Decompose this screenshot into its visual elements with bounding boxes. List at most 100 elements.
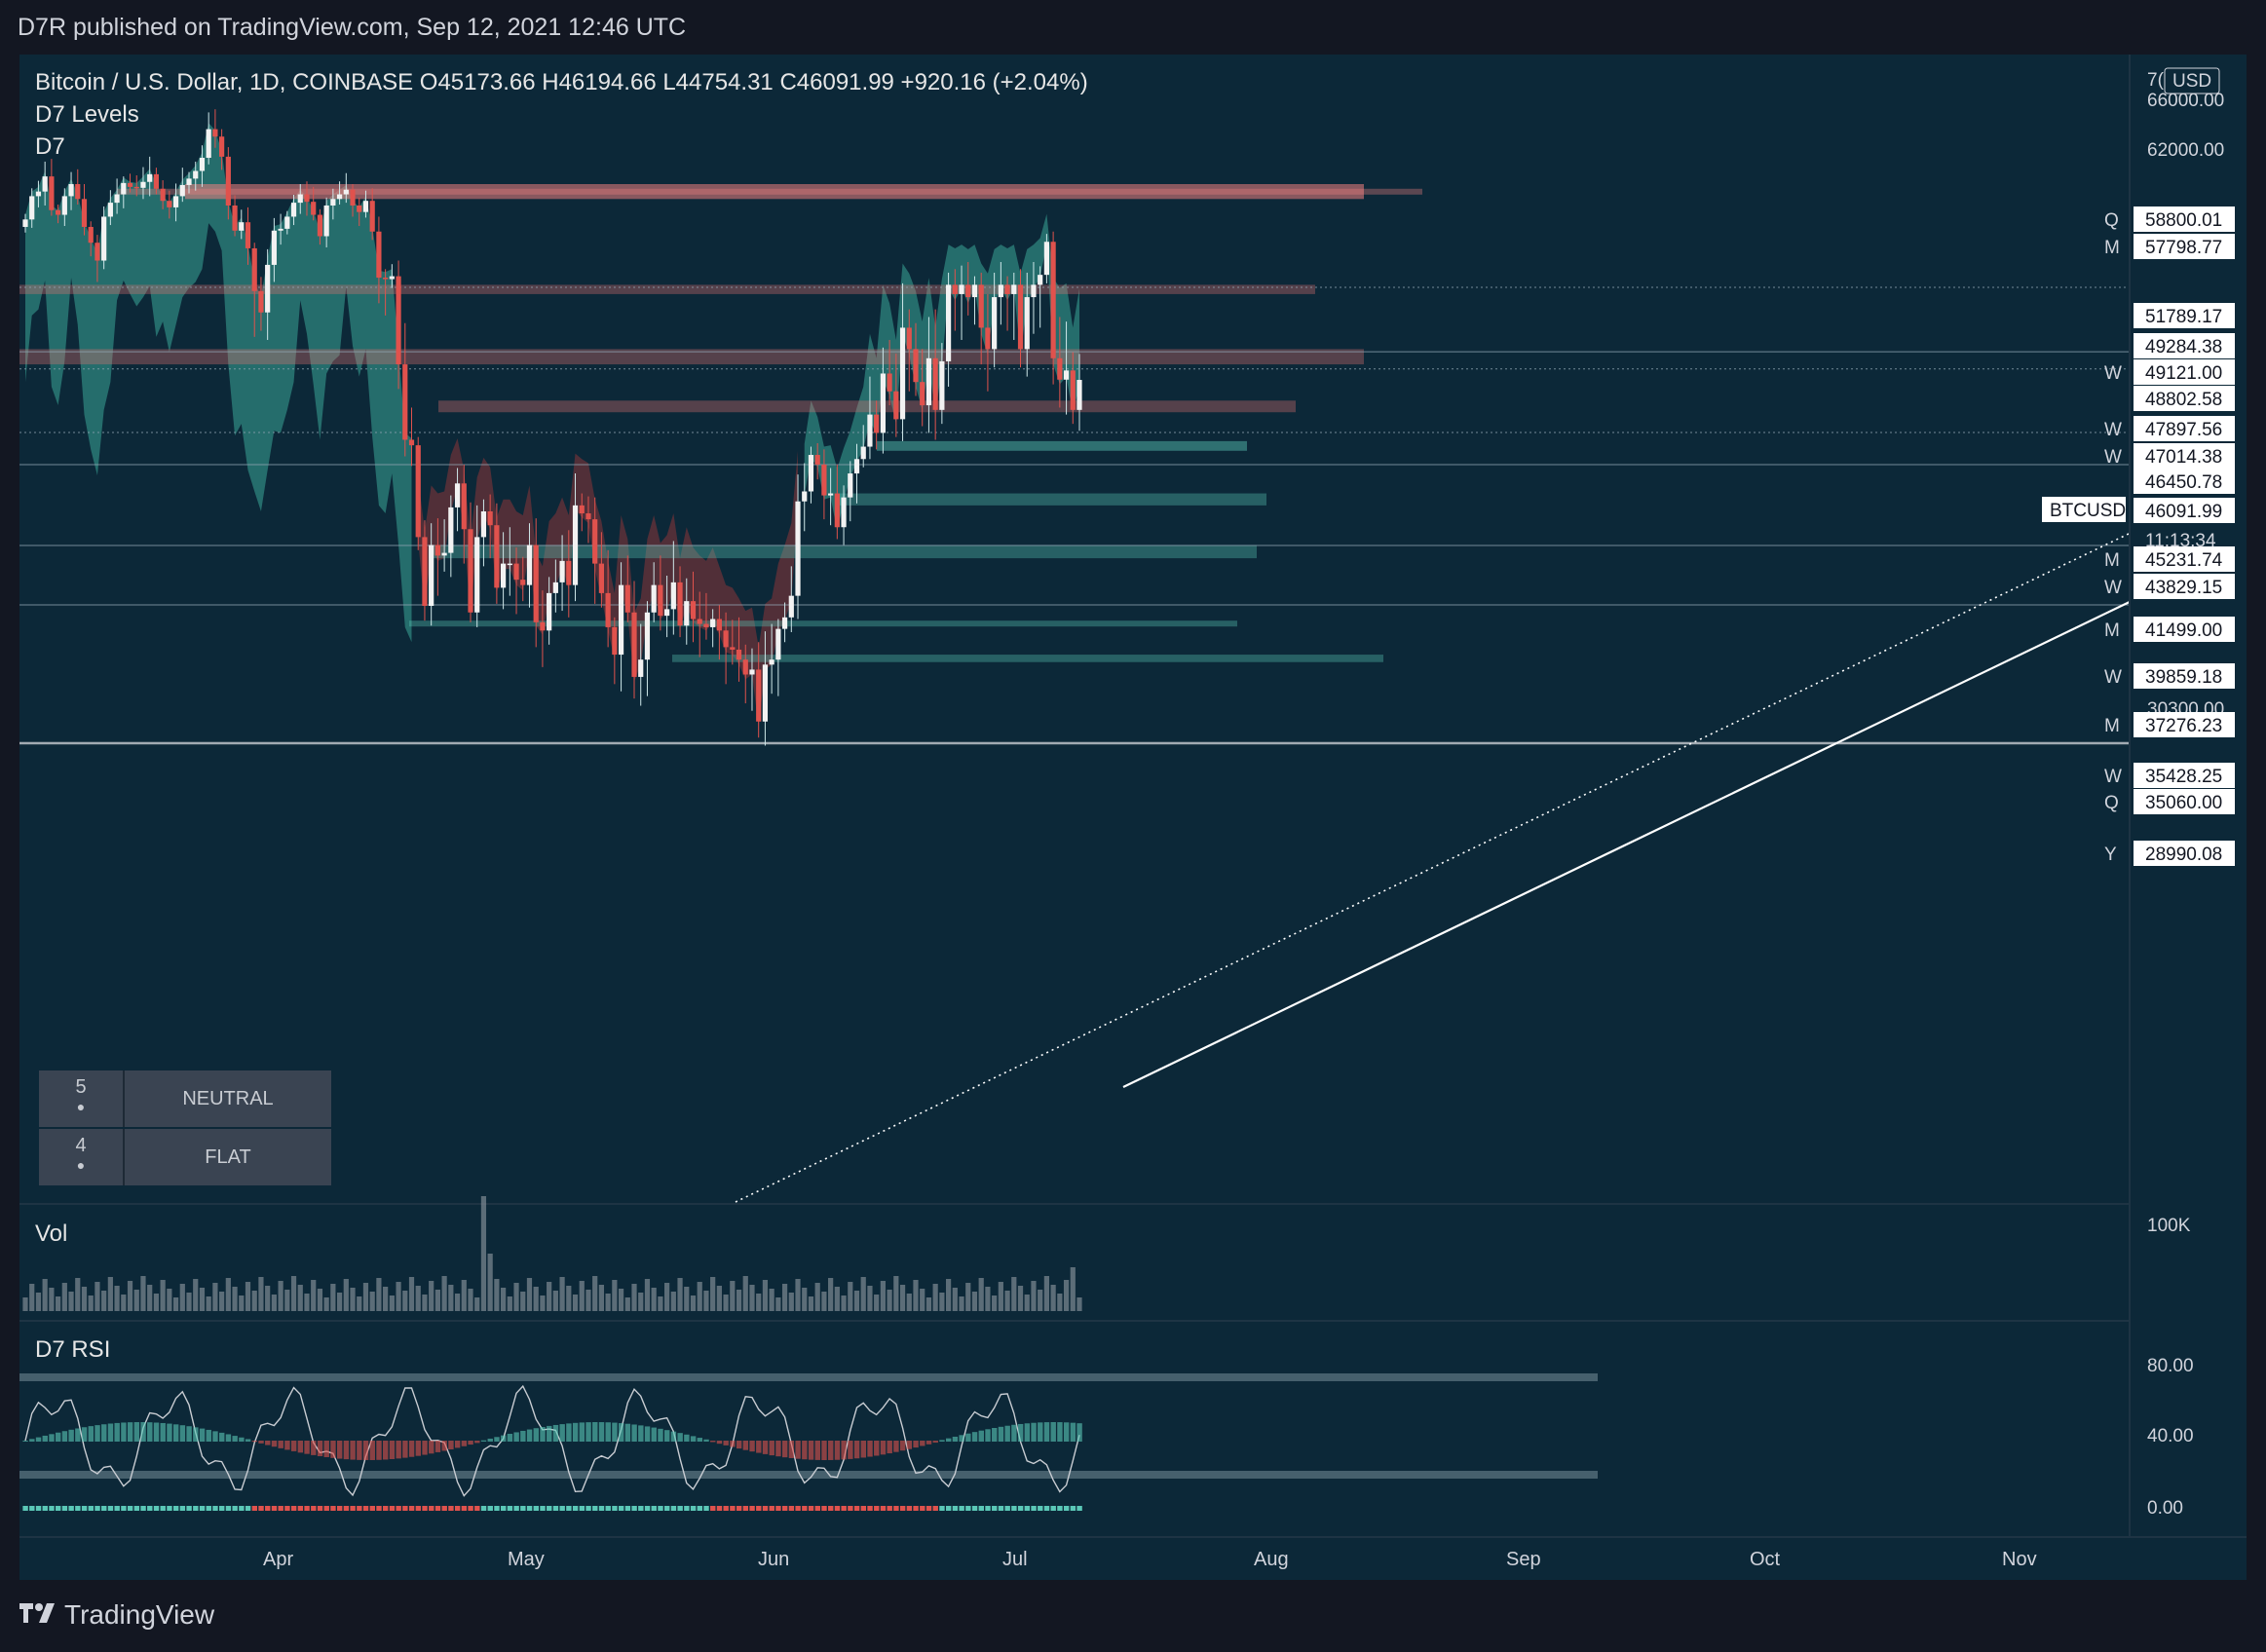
rsi-signal-dot bbox=[140, 1506, 146, 1511]
rsi-histogram-bar bbox=[22, 1441, 28, 1442]
bull-candle bbox=[971, 284, 978, 298]
price-tag-value: 48802.58 bbox=[2145, 390, 2222, 410]
volume-bar bbox=[22, 1297, 28, 1311]
chart-canvas[interactable]: 66000.0062000.0041000.0039000.0033400.00… bbox=[19, 55, 2247, 1580]
bull-candle bbox=[992, 297, 998, 350]
bear-candle bbox=[212, 129, 218, 137]
price-tag[interactable] bbox=[2134, 303, 2235, 328]
price-tag[interactable] bbox=[2134, 574, 2235, 599]
volume-bar bbox=[88, 1295, 94, 1311]
rsi-histogram-bar bbox=[468, 1441, 473, 1446]
price-tag[interactable] bbox=[2134, 663, 2235, 689]
price-tag-value: 37276.23 bbox=[2145, 716, 2222, 736]
currency-button-label[interactable]: USD bbox=[2172, 71, 2211, 92]
price-tag[interactable] bbox=[2134, 359, 2235, 385]
rsi-signal-dot bbox=[526, 1506, 533, 1511]
symbol-tag[interactable] bbox=[2042, 497, 2126, 522]
rsi-signal-dot bbox=[834, 1506, 841, 1511]
status-num-1: 5 ● bbox=[39, 1070, 125, 1127]
volume-bar bbox=[114, 1286, 120, 1311]
price-tag-value: 28990.08 bbox=[2145, 845, 2222, 865]
dotted-trendline[interactable] bbox=[735, 521, 2154, 1203]
volume-bar bbox=[703, 1291, 709, 1311]
rsi-histogram-bar bbox=[814, 1441, 820, 1460]
rsi-signal-dot bbox=[49, 1506, 55, 1511]
rsi-pane-label[interactable]: D7 RSI bbox=[35, 1336, 111, 1363]
bull-cloud-2 bbox=[804, 213, 1079, 532]
price-tag[interactable] bbox=[2134, 416, 2235, 441]
rsi-lower-band bbox=[19, 1471, 1598, 1479]
rsi-signal-dot bbox=[913, 1506, 919, 1511]
price-tag[interactable] bbox=[2134, 546, 2235, 572]
price-tag[interactable] bbox=[2134, 789, 2235, 814]
rsi-signal-dot bbox=[225, 1506, 232, 1511]
rsi-signal-dot bbox=[357, 1506, 362, 1511]
price-axis[interactable] bbox=[2130, 55, 2247, 1580]
price-tag[interactable] bbox=[2134, 841, 2235, 866]
volume-bar bbox=[199, 1288, 206, 1311]
rsi-histogram-bar bbox=[612, 1422, 618, 1442]
rsi-signal-dot bbox=[906, 1506, 913, 1511]
rsi-signal-dot bbox=[114, 1506, 120, 1511]
bear-candle bbox=[225, 156, 231, 206]
rsi-histogram-bar bbox=[638, 1425, 644, 1442]
rsi-histogram-bar bbox=[336, 1441, 343, 1459]
volume-bar bbox=[160, 1280, 166, 1311]
rsi-axis-label: 40.00 bbox=[2147, 1426, 2194, 1446]
tradingview-logo-icon[interactable] bbox=[18, 1599, 58, 1627]
bear-candle bbox=[658, 584, 663, 617]
time-axis[interactable] bbox=[19, 1537, 2247, 1580]
rsi-histogram-bar bbox=[585, 1422, 591, 1442]
chart-area[interactable]: 66000.0062000.0041000.0039000.0033400.00… bbox=[19, 55, 2247, 1580]
volume-bar bbox=[494, 1279, 500, 1311]
indicator-d7-levels-label[interactable]: D7 Levels bbox=[35, 101, 139, 128]
price-tag[interactable] bbox=[2134, 498, 2235, 523]
price-tag[interactable] bbox=[2134, 712, 2235, 737]
price-tag[interactable] bbox=[2134, 386, 2235, 411]
rsi-histogram-bar bbox=[258, 1441, 264, 1444]
bear-candle bbox=[415, 445, 421, 538]
currency-button[interactable] bbox=[2164, 67, 2220, 94]
rsi-histogram-bar bbox=[245, 1439, 251, 1442]
price-tag[interactable] bbox=[2134, 469, 2235, 494]
footer-brand[interactable]: TradingView bbox=[64, 1599, 215, 1630]
rsi-histogram-bar bbox=[474, 1441, 480, 1444]
price-tag[interactable] bbox=[2134, 206, 2235, 232]
volume-bar bbox=[429, 1281, 434, 1311]
bear-candle bbox=[592, 519, 598, 564]
volume-pane-label[interactable]: Vol bbox=[35, 1220, 68, 1247]
volume-bar bbox=[848, 1282, 853, 1311]
price-tag[interactable] bbox=[2134, 333, 2235, 358]
volume-bar bbox=[697, 1282, 702, 1311]
price-tag[interactable] bbox=[2134, 443, 2235, 469]
rsi-histogram-bar bbox=[867, 1441, 873, 1457]
price-tag-value: 57798.77 bbox=[2145, 238, 2222, 258]
price-tag[interactable] bbox=[2134, 617, 2235, 642]
rsi-histogram-bar bbox=[219, 1432, 225, 1442]
symbol-legend[interactable]: Bitcoin / U.S. Dollar, 1D, COINBASE O451… bbox=[35, 69, 1088, 95]
time-axis-label: Nov bbox=[2002, 1549, 2037, 1570]
volume-bar bbox=[1070, 1267, 1076, 1311]
bear-candle bbox=[49, 176, 55, 210]
rsi-signal-dot bbox=[35, 1506, 42, 1511]
rsi-signal-dot bbox=[362, 1506, 369, 1511]
rsi-signal-dot bbox=[939, 1506, 945, 1511]
rsi-signal-dot bbox=[664, 1506, 670, 1511]
bull-candle bbox=[651, 584, 657, 613]
volume-bar bbox=[147, 1285, 153, 1311]
rsi-histogram-bar bbox=[925, 1441, 932, 1445]
price-tag[interactable] bbox=[2134, 234, 2235, 259]
rsi-signal-dot bbox=[920, 1506, 925, 1511]
bull-candle bbox=[808, 455, 814, 492]
bear-candle bbox=[742, 659, 748, 675]
rsi-signal-dot bbox=[121, 1506, 127, 1511]
volume-bar bbox=[658, 1296, 663, 1311]
rsi-histogram-bar bbox=[874, 1441, 880, 1456]
publisher-header: D7R published on TradingView.com, Sep 12… bbox=[0, 0, 2266, 55]
rsi-histogram-bar bbox=[913, 1441, 919, 1448]
bear-candle bbox=[716, 619, 722, 631]
price-tag[interactable] bbox=[2134, 763, 2235, 788]
solid-trendline[interactable] bbox=[1122, 599, 2134, 1088]
rsi-histogram-bar bbox=[278, 1441, 283, 1448]
indicator-d7-label[interactable]: D7 bbox=[35, 133, 65, 160]
